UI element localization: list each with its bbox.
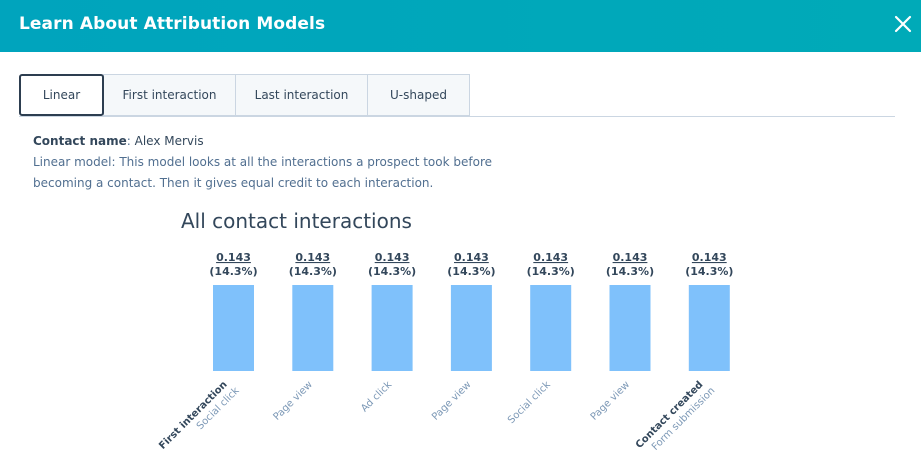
contact-label: Contact name [33,134,127,148]
bar[interactable] [371,285,413,371]
bar-value-label[interactable]: 0.143 [533,251,568,264]
bar-percent-label: (14.3%) [685,265,733,278]
bar-percent-label: (14.3%) [368,265,416,278]
tab-divider [19,116,895,117]
bar-percent-label: (14.3%) [209,265,257,278]
model-info: Contact name: Alex Mervis Linear model: … [33,131,492,194]
category-secondary-label: Social click [506,379,553,426]
tab-u-shaped[interactable]: U-shaped [367,74,470,116]
bar-value-label[interactable]: 0.143 [375,251,410,264]
bar-percent-label: (14.3%) [606,265,654,278]
attribution-chart: All contact interactions 0.143(14.3%)Fir… [157,209,733,453]
bar[interactable] [609,285,651,371]
model-tabs: Linear First interaction Last interactio… [19,74,470,116]
bar[interactable] [530,285,572,371]
bar[interactable] [450,285,492,371]
bar-percent-label: (14.3%) [289,265,337,278]
bar[interactable] [213,285,254,371]
tab-last-interaction[interactable]: Last interaction [235,74,368,116]
bar-value-label[interactable]: 0.143 [692,251,727,264]
bar[interactable] [292,285,334,371]
tab-first-interaction[interactable]: First interaction [103,74,236,116]
bar-value-label[interactable]: 0.143 [454,251,489,264]
bar-value-label[interactable]: 0.143 [295,251,330,264]
category-secondary-label: Ad click [359,379,394,414]
description-line-1: Linear model: This model looks at all th… [33,155,492,169]
contact-name: Alex Mervis [134,134,204,148]
modal-header: Learn About Attribution Models [0,0,921,52]
category-secondary-label: Page view [430,379,473,422]
bar[interactable] [688,285,730,371]
category-secondary-label: Page view [589,379,632,422]
chart-title: All contact interactions [181,209,412,233]
category-secondary-label: Page view [271,379,314,422]
bar-percent-label: (14.3%) [527,265,575,278]
bar-value-label[interactable]: 0.143 [613,251,648,264]
close-icon[interactable] [893,14,913,34]
bar-percent-label: (14.3%) [447,265,495,278]
tab-linear[interactable]: Linear [19,74,104,116]
modal-title: Learn About Attribution Models [19,14,326,34]
description-line-2: becoming a contact. Then it gives equal … [33,176,434,190]
bar-value-label[interactable]: 0.143 [216,251,251,264]
